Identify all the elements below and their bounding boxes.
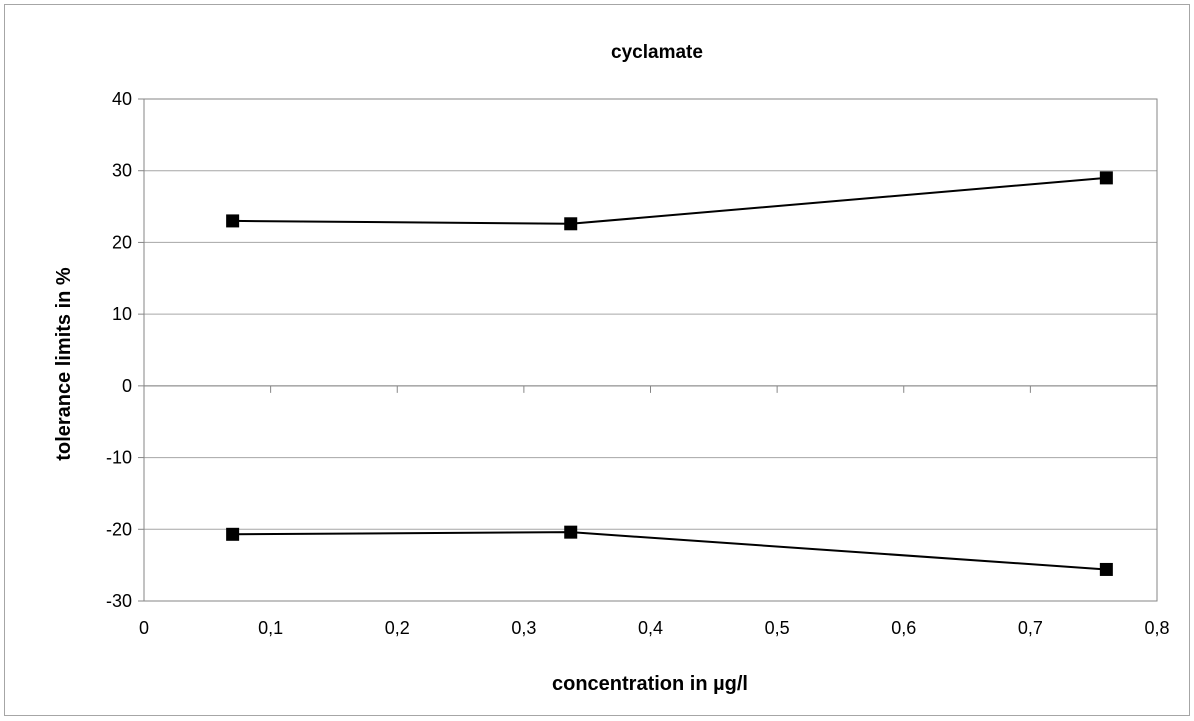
x-tick-label: 0,2 xyxy=(385,618,410,638)
grid-layer xyxy=(144,170,1157,530)
chart-title: cyclamate xyxy=(611,42,703,63)
x-tick-label: 0,3 xyxy=(511,618,536,638)
x-tick-label: 0,4 xyxy=(638,618,663,638)
x-tick-label: 0 xyxy=(139,618,149,638)
series-line xyxy=(232,531,1107,571)
chart-frame xyxy=(4,4,1190,716)
y-tick-label: 0 xyxy=(122,376,132,396)
x-tick-label: 0,1 xyxy=(258,618,283,638)
axis-layer xyxy=(138,98,1158,602)
series-layer xyxy=(226,171,1113,576)
y-tick-label: -10 xyxy=(106,448,132,468)
data-point-marker xyxy=(1099,171,1113,185)
data-point-marker xyxy=(226,527,240,541)
x-tick-label: 0,7 xyxy=(1018,618,1043,638)
y-axis-title: tolerance limits in % xyxy=(53,267,75,461)
x-tick-label: 0,8 xyxy=(1144,618,1169,638)
x-tick-label: 0,6 xyxy=(891,618,916,638)
data-point-marker xyxy=(1099,562,1113,576)
series-line xyxy=(232,176,1107,225)
tick-label-layer: -30 -20 -10 0 10 20 30 40 0 0,1 0,2 0,3 0,4 0,5 0,6 0,7… xyxy=(106,89,1170,638)
data-point-marker xyxy=(564,525,578,539)
plot-area-border xyxy=(143,98,1158,602)
y-tick-label: -30 xyxy=(106,591,132,611)
y-tick-label: 10 xyxy=(112,304,132,324)
data-point-marker xyxy=(226,214,240,228)
y-tick-label: 30 xyxy=(112,161,132,181)
y-tick-label: -20 xyxy=(106,519,132,539)
x-tick-label: 0,5 xyxy=(765,618,790,638)
x-axis-title: concentration in µg/l xyxy=(552,673,748,695)
y-tick-label: 40 xyxy=(112,89,132,109)
data-point-marker xyxy=(564,217,578,231)
y-tick-label: 20 xyxy=(112,232,132,252)
